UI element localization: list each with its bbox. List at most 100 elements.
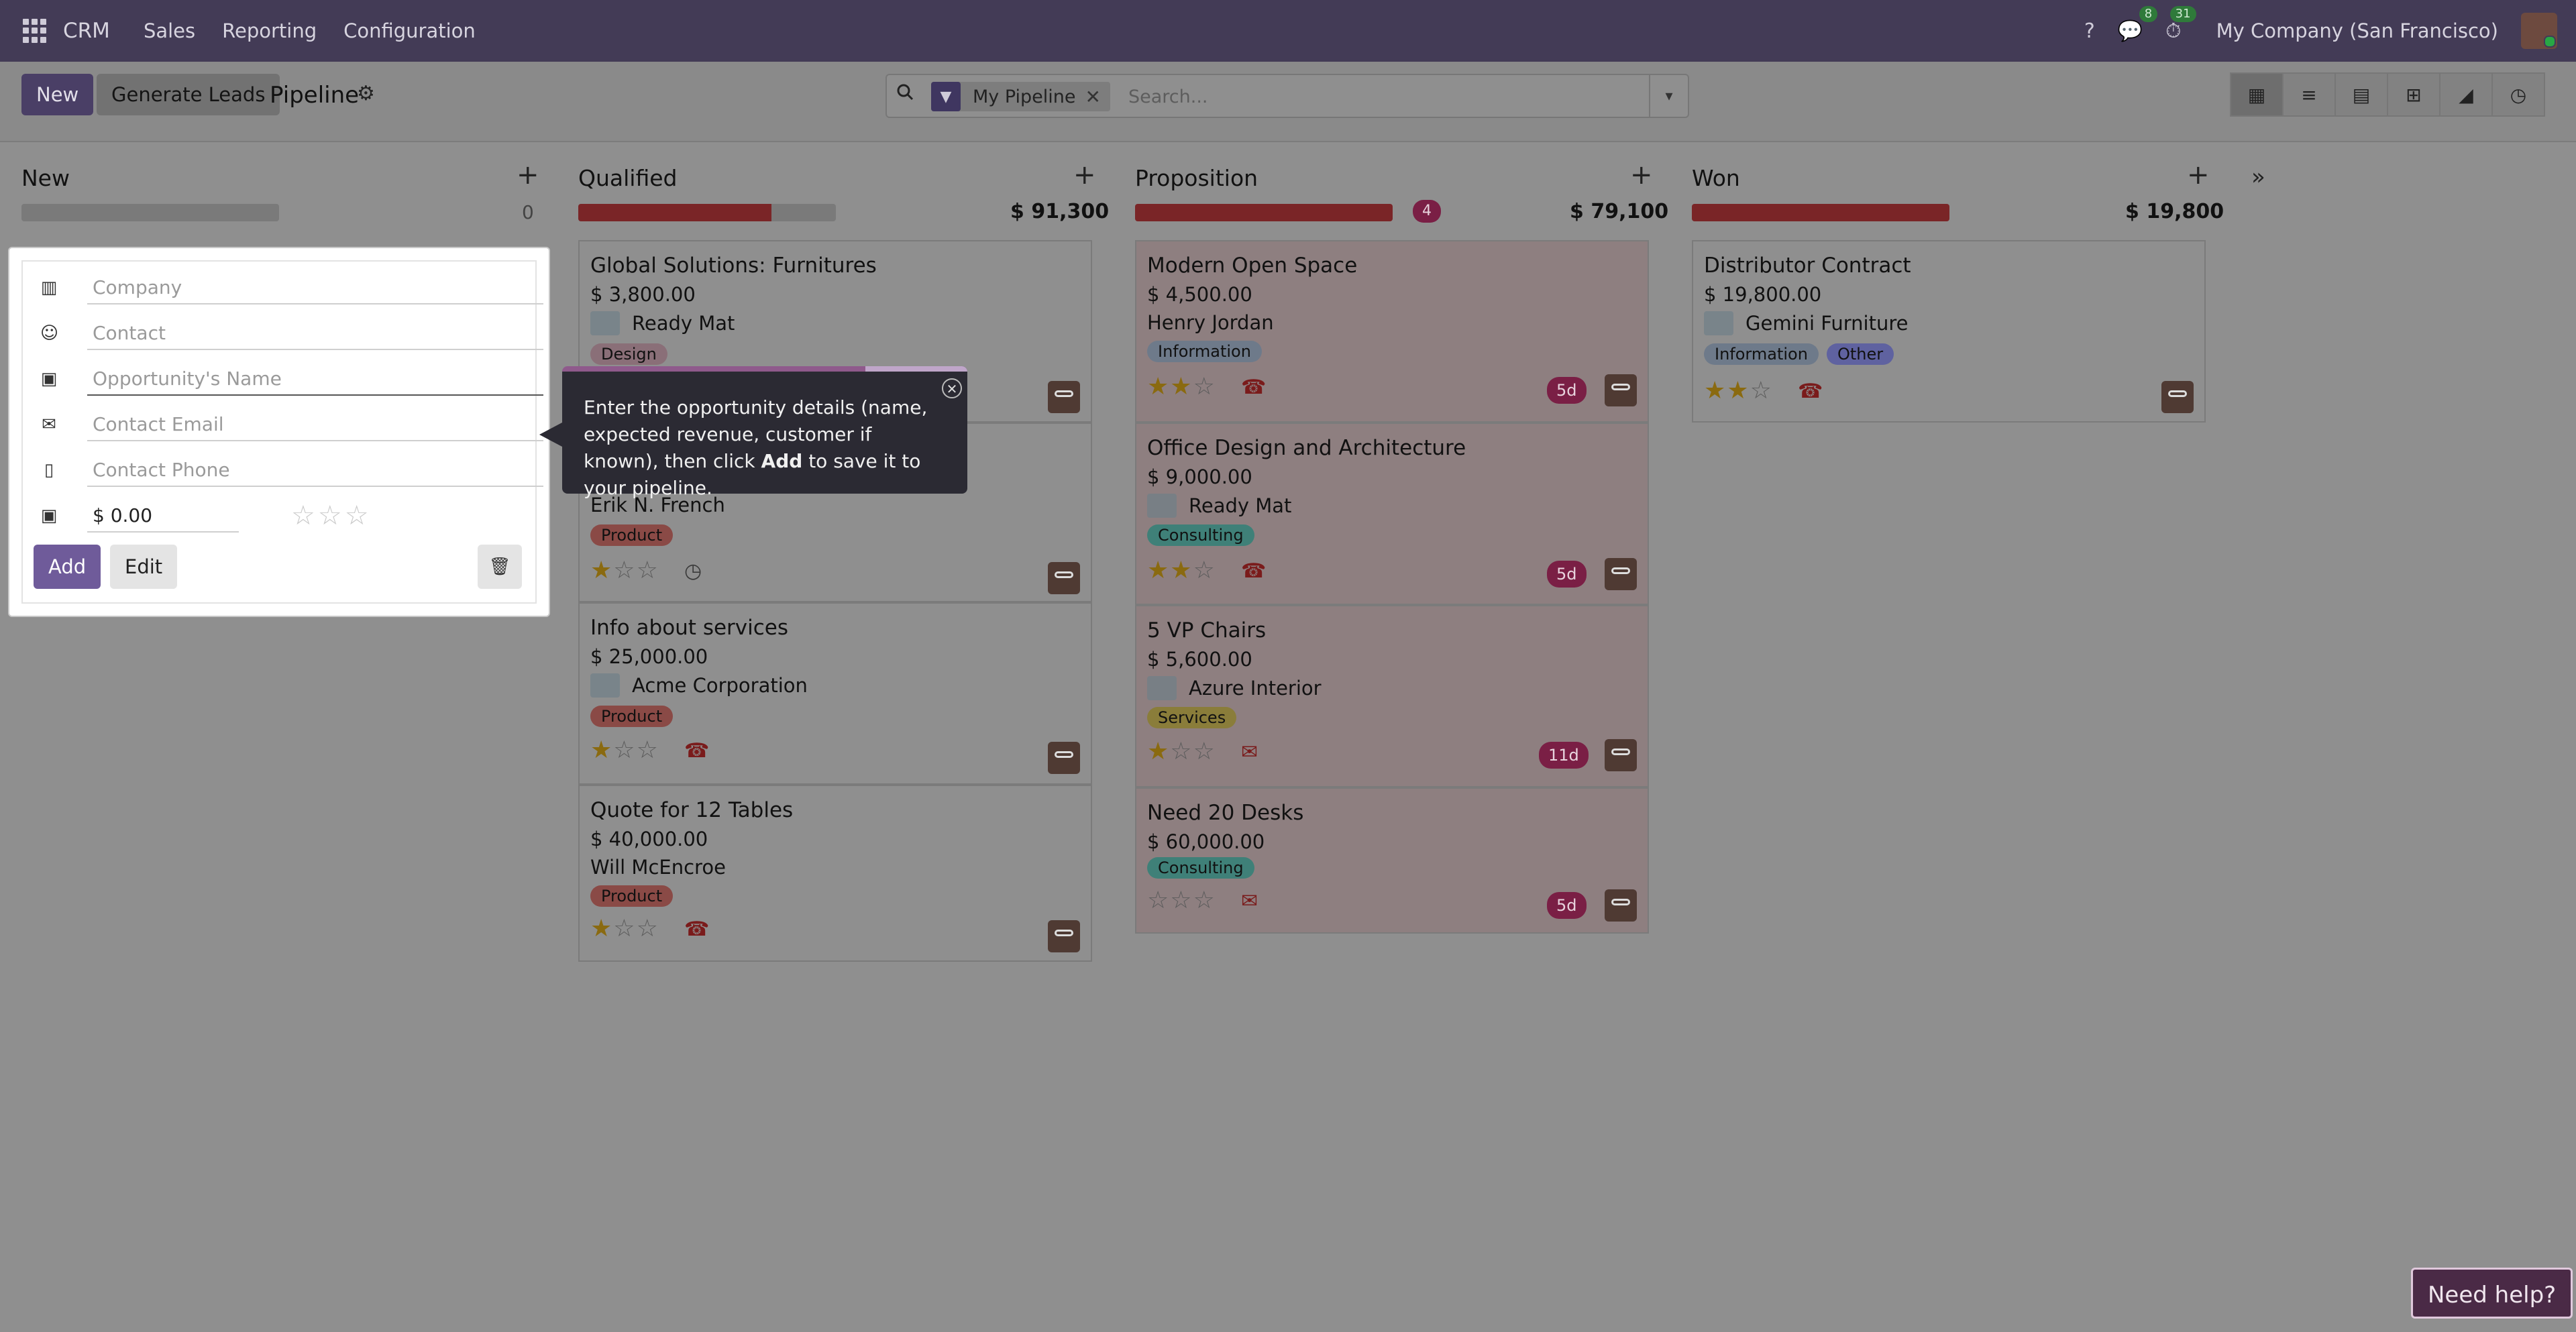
phone-icon[interactable]: ☎ xyxy=(684,739,710,763)
view-switcher: ▦ ≡ ▤ ⊞ ◢ ◷ xyxy=(2230,72,2545,117)
phone-icon[interactable]: ☎ xyxy=(1241,376,1267,399)
column-progress-proposition[interactable] xyxy=(1135,204,1393,221)
calendar-view-icon[interactable]: ▤ xyxy=(2334,72,2388,117)
new-button[interactable]: New xyxy=(21,74,94,115)
edit-button[interactable]: Edit xyxy=(110,545,178,589)
phone-icon[interactable]: ☎ xyxy=(1241,559,1267,583)
close-icon[interactable]: ✕ xyxy=(1085,85,1101,108)
envelope-icon[interactable]: ✉ xyxy=(1241,889,1258,913)
contact-email-input[interactable] xyxy=(87,408,543,441)
kanban-card[interactable]: Quote for 12 Tables $ 40,000.00 Will McE… xyxy=(578,785,1092,962)
tag-product: Product xyxy=(590,524,674,546)
kanban-view-icon[interactable]: ▦ xyxy=(2230,72,2284,117)
add-card-proposition-icon[interactable]: + xyxy=(1630,160,1653,190)
priority-stars[interactable]: ★☆☆ xyxy=(590,557,659,584)
help-icon[interactable]: ? xyxy=(2084,19,2095,43)
expected-revenue-input[interactable] xyxy=(87,499,239,533)
opportunity-name-input[interactable] xyxy=(87,362,543,396)
tag-information: Information xyxy=(1147,341,1262,362)
menu-sales[interactable]: Sales xyxy=(143,19,196,42)
company-switcher[interactable]: My Company (San Francisco) xyxy=(2216,19,2498,42)
column-progress-qualified[interactable] xyxy=(578,204,836,221)
menu-configuration[interactable]: Configuration xyxy=(343,19,476,42)
salesperson-avatar[interactable] xyxy=(1605,558,1637,590)
card-amount: $ 25,000.00 xyxy=(590,645,708,668)
search-bar: ▼ My Pipeline ✕ ▾ xyxy=(885,74,1689,118)
company-row: ▥ xyxy=(21,266,543,310)
money-icon: ▣ xyxy=(40,506,58,526)
chevron-double-right-icon[interactable]: » xyxy=(2251,164,2265,190)
kanban-card[interactable]: 5 VP Chairs $ 5,600.00 Azure Interior Se… xyxy=(1135,605,1649,787)
column-title-won: Won xyxy=(1692,165,1740,191)
kanban-card[interactable]: Distributor Contract $ 19,800.00 Gemini … xyxy=(1692,240,2206,423)
search-input[interactable] xyxy=(1127,75,1532,118)
card-partner: Gemini Furniture xyxy=(1704,311,1908,335)
menu-reporting[interactable]: Reporting xyxy=(222,19,317,42)
column-count-badge: 4 xyxy=(1413,200,1441,223)
salesperson-avatar[interactable] xyxy=(1048,381,1080,413)
kanban-card[interactable]: Modern Open Space $ 4,500.00 Henry Jorda… xyxy=(1135,240,1649,423)
card-title: Info about services xyxy=(590,616,789,640)
activity-deadline-badge[interactable]: 5d xyxy=(1547,561,1587,588)
contact-input[interactable] xyxy=(87,317,543,350)
priority-stars[interactable]: ☆☆☆ xyxy=(291,500,372,531)
priority-stars[interactable]: ★☆☆ xyxy=(590,736,659,764)
close-icon[interactable]: ✕ xyxy=(942,378,962,398)
salesperson-avatar[interactable] xyxy=(1605,374,1637,406)
salesperson-avatar[interactable] xyxy=(1605,889,1637,922)
graph-view-icon[interactable]: ◢ xyxy=(2439,72,2493,117)
app-menu-icon[interactable] xyxy=(23,19,47,43)
card-tags: Product xyxy=(590,524,674,546)
add-card-qualified-icon[interactable]: + xyxy=(1073,160,1096,190)
pivot-view-icon[interactable]: ⊞ xyxy=(2387,72,2440,117)
add-card-new-icon[interactable]: + xyxy=(517,160,539,190)
salesperson-avatar[interactable] xyxy=(1048,742,1080,774)
priority-stars[interactable]: ★☆☆ xyxy=(590,915,659,942)
kanban-card[interactable]: Info about services $ 25,000.00 Acme Cor… xyxy=(578,602,1092,785)
priority-stars[interactable]: ★★☆ xyxy=(1147,557,1216,584)
partner-logo-icon xyxy=(1704,311,1733,335)
user-avatar[interactable] xyxy=(2521,13,2557,49)
add-button[interactable]: Add xyxy=(34,545,101,589)
envelope-icon[interactable]: ✉ xyxy=(1241,740,1258,764)
priority-stars[interactable]: ☆☆☆ xyxy=(1147,887,1216,914)
salesperson-avatar[interactable] xyxy=(1048,920,1080,952)
company-input[interactable] xyxy=(87,271,543,304)
salesperson-avatar[interactable] xyxy=(1605,739,1637,771)
gear-icon[interactable]: ⚙ xyxy=(357,82,375,105)
search-facet: ▼ My Pipeline ✕ xyxy=(931,82,1110,111)
card-tags: Consulting xyxy=(1147,857,1254,879)
kanban-card[interactable]: Need 20 Desks $ 60,000.00 Consulting ☆☆☆… xyxy=(1135,787,1649,934)
card-tags: Product xyxy=(590,885,674,907)
activity-deadline-badge[interactable]: 11d xyxy=(1539,742,1589,769)
card-partner: Henry Jordan xyxy=(1147,311,1274,334)
contact-phone-input[interactable] xyxy=(87,453,543,487)
add-card-won-icon[interactable]: + xyxy=(2187,160,2210,190)
chevron-down-icon[interactable]: ▾ xyxy=(1649,75,1688,117)
salesperson-avatar[interactable] xyxy=(2161,381,2194,413)
phone-icon[interactable]: ☎ xyxy=(684,918,710,941)
card-partner: Ready Mat xyxy=(590,311,735,335)
activity-clock-icon[interactable]: ◷ xyxy=(684,559,702,583)
activity-deadline-badge[interactable]: 5d xyxy=(1547,892,1587,919)
card-partner: Ready Mat xyxy=(1147,494,1291,518)
generate-leads-button[interactable]: Generate Leads xyxy=(97,74,280,115)
priority-stars[interactable]: ★★☆ xyxy=(1147,373,1216,400)
kanban-card[interactable]: Office Design and Architecture $ 9,000.0… xyxy=(1135,423,1649,605)
priority-stars[interactable]: ★☆☆ xyxy=(1147,738,1216,765)
salesperson-avatar[interactable] xyxy=(1048,562,1080,594)
card-tags: Consulting xyxy=(1147,524,1254,546)
activity-deadline-badge[interactable]: 5d xyxy=(1547,377,1587,404)
trash-icon[interactable]: 🗑 xyxy=(478,545,522,589)
app-brand[interactable]: CRM xyxy=(63,19,110,43)
priority-stars[interactable]: ★★☆ xyxy=(1704,377,1773,404)
messages-icon[interactable]: 💬 8 xyxy=(2118,5,2158,43)
tag-consulting: Consulting xyxy=(1147,524,1254,546)
phone-icon[interactable]: ☎ xyxy=(1798,380,1823,403)
activities-icon[interactable]: ⏱ 31 xyxy=(2165,5,2196,43)
column-progress-won[interactable] xyxy=(1692,204,1949,221)
list-view-icon[interactable]: ≡ xyxy=(2282,72,2336,117)
mobile-icon: ▯ xyxy=(44,460,54,480)
need-help-button[interactable]: Need help? xyxy=(2411,1268,2573,1319)
activity-view-icon[interactable]: ◷ xyxy=(2491,72,2545,117)
